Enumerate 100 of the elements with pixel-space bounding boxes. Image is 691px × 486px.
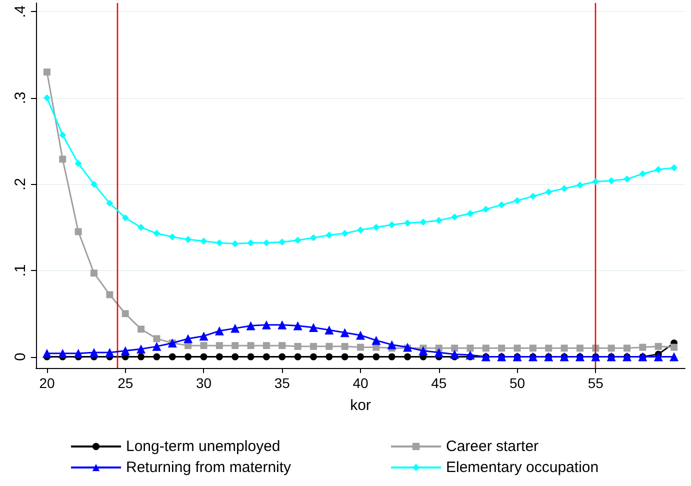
point — [153, 353, 160, 360]
point — [357, 226, 364, 234]
point — [122, 214, 129, 222]
point — [670, 164, 678, 172]
point — [372, 224, 380, 231]
point — [232, 353, 239, 360]
point — [42, 348, 52, 358]
point — [294, 353, 302, 360]
point — [153, 230, 160, 237]
point — [138, 326, 145, 333]
x-tick-label: 20 — [39, 375, 55, 391]
point — [592, 178, 600, 186]
point — [152, 342, 162, 351]
point — [262, 320, 271, 330]
point — [388, 221, 396, 228]
point — [404, 353, 412, 360]
point — [74, 228, 82, 236]
point — [326, 353, 333, 360]
point — [138, 353, 145, 360]
point — [278, 320, 287, 330]
point — [262, 353, 270, 360]
point — [308, 322, 318, 332]
point — [356, 330, 365, 340]
point — [529, 344, 536, 352]
point — [310, 342, 317, 350]
point — [560, 185, 568, 192]
point — [247, 342, 254, 350]
point — [59, 132, 66, 139]
point — [466, 344, 474, 352]
point — [404, 220, 412, 227]
x-tick-label: 50 — [509, 375, 526, 391]
point — [216, 239, 223, 246]
point — [247, 353, 254, 360]
point — [357, 344, 364, 351]
point — [200, 353, 208, 360]
x-tick-label: 40 — [352, 375, 368, 391]
point — [482, 206, 490, 213]
point — [341, 353, 348, 360]
point — [326, 232, 333, 239]
legend-label: Long-term unemployed — [126, 438, 280, 455]
point — [90, 180, 98, 188]
point — [74, 160, 82, 167]
point — [670, 344, 678, 351]
point — [138, 224, 145, 231]
point — [106, 200, 114, 207]
point — [654, 342, 662, 350]
point — [262, 342, 270, 350]
point — [324, 326, 334, 335]
point — [294, 236, 302, 244]
point — [278, 238, 286, 246]
point — [232, 342, 239, 350]
point — [514, 197, 521, 204]
point — [106, 291, 114, 298]
point — [654, 166, 662, 174]
point — [122, 310, 129, 318]
point — [450, 350, 460, 359]
point — [216, 353, 223, 360]
point — [357, 353, 364, 360]
point — [387, 340, 396, 350]
point — [529, 192, 536, 200]
point — [576, 344, 584, 352]
point — [43, 68, 50, 76]
point — [294, 342, 302, 350]
point — [498, 201, 506, 208]
point — [639, 344, 646, 351]
point — [90, 270, 98, 277]
point — [184, 353, 192, 360]
y-tick-label: .3 — [12, 92, 29, 104]
legend-label: Elementary occupation — [446, 459, 599, 476]
point — [434, 348, 444, 357]
point — [466, 210, 474, 218]
point — [372, 353, 380, 360]
x-tick-label: 30 — [196, 375, 212, 391]
x-axis-title: kor — [350, 397, 371, 414]
point — [232, 240, 239, 248]
point — [388, 353, 396, 360]
point — [262, 239, 270, 246]
point — [341, 342, 348, 350]
point — [246, 321, 256, 330]
point — [545, 188, 552, 196]
point — [278, 353, 286, 360]
y-tick-label: 0 — [12, 352, 29, 361]
point — [466, 350, 475, 360]
point — [59, 156, 66, 163]
point — [341, 230, 348, 237]
point — [418, 346, 428, 356]
point — [624, 176, 630, 183]
point — [608, 177, 615, 184]
point — [120, 346, 130, 356]
point — [435, 216, 442, 224]
x-tick-label: 55 — [588, 375, 604, 391]
point — [216, 342, 223, 350]
point — [214, 326, 224, 336]
point — [624, 344, 630, 352]
point — [420, 218, 427, 226]
point — [670, 352, 679, 362]
point — [654, 352, 663, 362]
point — [608, 344, 615, 352]
point — [498, 344, 506, 352]
point — [136, 344, 146, 354]
